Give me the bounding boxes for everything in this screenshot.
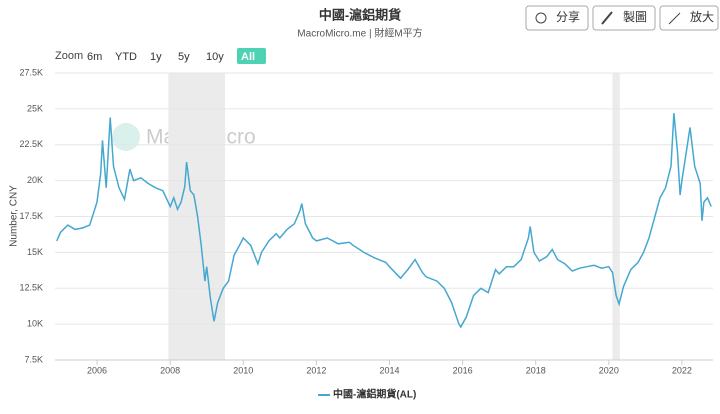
expand-button[interactable]: 放大 [659, 5, 719, 31]
button-frame [592, 5, 656, 31]
x-tick-label: 2006 [87, 365, 107, 375]
x-tick-label: 2014 [379, 365, 399, 375]
x-tick-label: 2016 [453, 365, 473, 375]
y-tick-label: 15K [27, 247, 43, 257]
y-tick-label: 10K [27, 319, 43, 329]
range-button-bg[interactable] [237, 48, 266, 64]
legend-label: 中國-滬鋁期貨(AL) [333, 388, 416, 401]
y-tick-label: 22.5K [19, 139, 43, 149]
watermark-icon [112, 123, 140, 151]
button-label: 放大 [690, 9, 714, 24]
range-selector: 6m YTD 1y 5y 10y All [87, 48, 266, 64]
data-line [56, 113, 712, 329]
zoom-label: Zoom [55, 50, 83, 62]
y-tick-label: 25K [27, 103, 43, 113]
subtitle: MacroMicro.me | 財經M平方 [297, 27, 422, 40]
button-frame [525, 5, 589, 31]
y-tick-label: 12.5K [19, 283, 43, 293]
button-frame [659, 5, 719, 31]
y-tick-label: 7.5K [24, 354, 43, 364]
expand-icon [668, 12, 681, 25]
x-tick-label: 2008 [160, 365, 180, 375]
range-button[interactable]: 5y [178, 51, 190, 63]
range-button[interactable]: 6m [87, 51, 102, 63]
range-button[interactable]: YTD [115, 51, 137, 63]
button-label: 分享 [556, 9, 580, 24]
x-tick-label: 2022 [672, 365, 692, 375]
y-tick-label: 17.5K [19, 211, 43, 221]
range-button[interactable]: 10y [206, 51, 224, 63]
x-tick-label: 2012 [306, 365, 326, 375]
share-button[interactable]: 分享 [525, 5, 589, 31]
x-tick-label: 2010 [233, 365, 253, 375]
share-icon [535, 12, 547, 24]
y-tick-label: 20K [27, 175, 43, 185]
y-axis-label: Number, CNY [9, 185, 20, 247]
y-tick-label: 27.5K [19, 67, 43, 77]
x-tick-label: 2020 [599, 365, 619, 375]
button-label: 製圖 [623, 10, 647, 24]
range-button[interactable]: 1y [150, 51, 162, 63]
range-button[interactable]: All [241, 51, 255, 63]
chart-title: 中國-滬鋁期貨 [319, 7, 401, 22]
pen-icon [601, 11, 613, 25]
x-tick-label: 2018 [526, 365, 546, 375]
chart-button[interactable]: 製圖 [592, 5, 656, 31]
